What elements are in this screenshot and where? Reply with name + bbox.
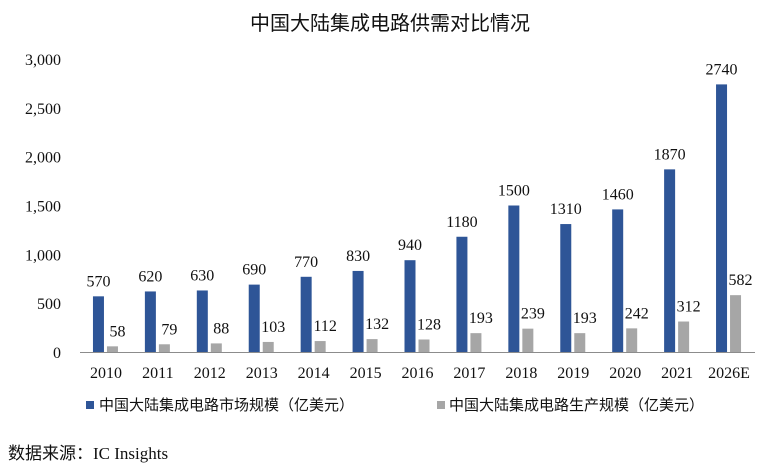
legend-swatch-market-size: [86, 401, 94, 409]
y-tick-label: 1,500: [25, 199, 61, 216]
bar-market-size: [612, 209, 624, 352]
data-label-market-size: 940: [398, 237, 422, 254]
data-label-market-size: 630: [190, 267, 214, 284]
data-label-market-size: 620: [138, 268, 162, 285]
data-label-production-size: 103: [261, 319, 285, 336]
bar-production-size: [210, 343, 222, 352]
x-tick-label: 2021: [661, 365, 693, 382]
source-note: 数据来源：IC Insights: [8, 444, 169, 463]
y-tick-label: 500: [37, 296, 61, 313]
x-tick-label: 2026E: [708, 365, 750, 382]
legend-label-production-size: 中国大陆集成电路生产规模（亿美元）: [449, 397, 704, 414]
bar-market-size: [456, 236, 468, 352]
x-tick-label: 2014: [298, 365, 330, 382]
data-label-production-size: 112: [313, 318, 336, 335]
data-label-market-size: 690: [242, 262, 266, 279]
bar-market-size: [92, 296, 104, 352]
bar-production-size: [366, 339, 378, 352]
data-label-production-size: 88: [213, 320, 229, 337]
data-label-market-size: 2740: [706, 61, 738, 78]
data-label-production-size: 193: [469, 310, 493, 327]
y-tick-label: 3,000: [25, 52, 61, 69]
y-tick-label: 0: [53, 345, 61, 362]
x-tick-label: 2013: [246, 365, 278, 382]
bar-market-size: [560, 224, 572, 352]
x-tick-label: 2019: [557, 365, 589, 382]
data-label-production-size: 128: [417, 316, 441, 333]
bar-market-size: [196, 290, 208, 352]
data-label-production-size: 79: [161, 321, 177, 338]
x-tick-label: 2010: [90, 365, 122, 382]
bar-production-size: [470, 333, 482, 352]
chart-title: 中国大陆集成电路供需对比情况: [250, 12, 530, 35]
bar-market-size: [144, 291, 156, 352]
bar-market-size: [248, 284, 260, 352]
x-tick-label: 2011: [142, 365, 173, 382]
bar-production-size: [158, 344, 170, 352]
bar-market-size: [404, 260, 416, 352]
data-label-production-size: 193: [573, 310, 597, 327]
bar-market-size: [508, 205, 520, 352]
bar-production-size: [262, 341, 274, 352]
bar-market-size: [716, 84, 728, 352]
data-label-market-size: 1180: [446, 214, 477, 231]
data-label-production-size: 582: [729, 272, 753, 289]
bar-market-size: [300, 276, 312, 352]
data-label-production-size: 239: [521, 306, 545, 323]
bar-production-size: [522, 328, 534, 352]
y-tick-label: 1,000: [25, 247, 61, 264]
legend: 中国大陆集成电路市场规模（亿美元） 中国大陆集成电路生产规模（亿美元）: [86, 397, 704, 414]
data-label-production-size: 312: [677, 299, 701, 316]
x-tick-label: 2020: [609, 365, 641, 382]
legend-swatch-production-size: [437, 401, 445, 409]
data-label-market-size: 1310: [550, 201, 582, 218]
y-tick-label: 2,000: [25, 150, 61, 167]
data-label-market-size: 770: [294, 254, 318, 271]
data-label-market-size: 570: [86, 273, 110, 290]
bar-production-size: [314, 341, 326, 352]
x-tick-label: 2018: [505, 365, 537, 382]
bar-production-size: [418, 339, 430, 352]
legend-label-market-size: 中国大陆集成电路市场规模（亿美元）: [99, 397, 354, 414]
bar-production-size: [626, 328, 638, 352]
data-label-market-size: 1500: [498, 183, 530, 200]
data-label-market-size: 1460: [602, 186, 634, 203]
y-tick-label: 2,500: [25, 101, 61, 118]
data-label-production-size: 242: [625, 305, 649, 322]
x-tick-label: 2016: [402, 365, 434, 382]
bar-production-size: [106, 346, 118, 352]
x-tick-label: 2017: [453, 365, 485, 382]
bar-market-size: [352, 270, 364, 352]
bar-market-size: [664, 169, 676, 352]
bar-production-size: [678, 321, 690, 352]
bar-production-size: [730, 295, 742, 352]
plot-area: 0 500 1,000 1,500 2,000 2,500 3,000 570 58 2010 62…: [25, 52, 755, 382]
bar-production-size: [574, 333, 586, 352]
x-tick-label: 2012: [194, 365, 226, 382]
data-label-market-size: 1870: [654, 146, 686, 163]
data-label-production-size: 132: [365, 316, 389, 333]
data-label-market-size: 830: [346, 248, 370, 265]
x-tick-label: 2015: [350, 365, 382, 382]
data-label-production-size: 58: [109, 323, 125, 340]
